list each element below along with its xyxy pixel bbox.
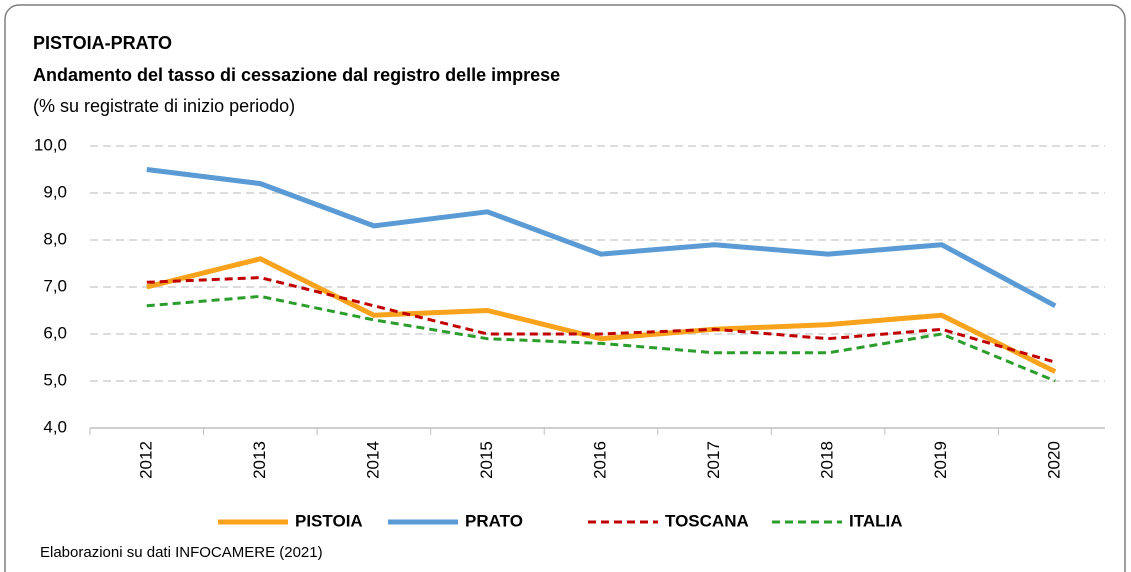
legend-label: ITALIA bbox=[849, 511, 903, 530]
series-line bbox=[146, 276, 1056, 364]
y-tick-label: 8,0 bbox=[43, 229, 67, 248]
y-tick-label: 6,0 bbox=[43, 323, 67, 342]
y-tick-label: 7,0 bbox=[43, 276, 67, 295]
series-line bbox=[146, 167, 1057, 309]
y-tick-label: 5,0 bbox=[43, 370, 67, 389]
x-tick-label: 2016 bbox=[590, 441, 609, 479]
x-tick-label: 2020 bbox=[1045, 441, 1064, 479]
series-line bbox=[146, 256, 1057, 374]
y-axis-label: (% su registrate di inizio periodo) bbox=[33, 96, 295, 116]
x-tick-label: 2017 bbox=[704, 441, 723, 479]
x-tick-label: 2019 bbox=[931, 441, 950, 479]
legend-label: PRATO bbox=[465, 511, 523, 530]
legend-label: TOSCANA bbox=[665, 511, 749, 530]
y-tick-label: 10,0 bbox=[34, 135, 67, 154]
x-tick-label: 2015 bbox=[477, 441, 496, 479]
chart-title: PISTOIA-PRATO bbox=[33, 33, 172, 53]
chart-subtitle: Andamento del tasso di cessazione dal re… bbox=[33, 65, 560, 85]
x-tick-label: 2013 bbox=[250, 441, 269, 479]
y-tick-label: 9,0 bbox=[43, 182, 67, 201]
series-line bbox=[146, 294, 1056, 383]
source-note: Elaborazioni su dati INFOCAMERE (2021) bbox=[40, 544, 323, 561]
y-tick-label: 4,0 bbox=[43, 417, 67, 436]
legend-label: PISTOIA bbox=[295, 511, 363, 530]
chart-frame bbox=[4, 4, 1126, 572]
x-tick-label: 2012 bbox=[136, 441, 155, 479]
x-tick-label: 2018 bbox=[818, 441, 837, 479]
x-tick-label: 2014 bbox=[363, 441, 382, 479]
